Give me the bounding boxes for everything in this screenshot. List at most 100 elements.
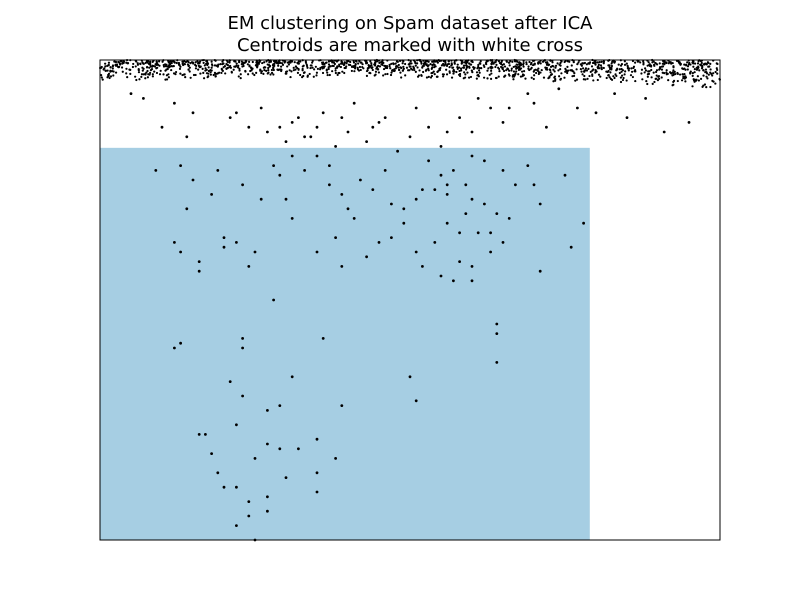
band-point [584, 67, 588, 70]
band-point [557, 69, 560, 72]
band-point [533, 69, 536, 72]
band-point [671, 61, 674, 65]
band-point [306, 74, 309, 77]
band-point [168, 65, 171, 68]
band-point [712, 72, 715, 75]
band-point [488, 73, 491, 76]
data-point [371, 125, 375, 129]
band-point [566, 69, 570, 72]
data-point [507, 106, 511, 110]
band-point [483, 76, 486, 79]
band-point [709, 85, 712, 89]
data-point [507, 217, 511, 220]
band-point [650, 76, 653, 79]
band-point [686, 65, 690, 68]
band-point [111, 64, 115, 67]
band-point [431, 63, 434, 67]
band-point [256, 66, 259, 69]
band-point [444, 63, 447, 66]
band-point [632, 66, 635, 70]
band-point [427, 64, 430, 67]
band-point [672, 69, 675, 72]
data-point [421, 265, 424, 268]
band-point [216, 64, 219, 67]
band-point [579, 67, 582, 71]
band-point [269, 73, 272, 76]
band-point [204, 69, 207, 72]
band-point [381, 61, 384, 65]
band-point [594, 63, 597, 66]
band-point [109, 69, 112, 72]
data-point [216, 471, 220, 475]
band-point [650, 64, 653, 67]
band-point [630, 70, 634, 73]
band-point [420, 62, 423, 65]
band-point [262, 72, 265, 75]
band-point [338, 71, 341, 75]
band-point [677, 61, 680, 64]
data-point [470, 130, 474, 134]
band-point [158, 73, 162, 76]
band-point [665, 69, 668, 72]
band-point [209, 73, 212, 76]
data-point [278, 404, 282, 407]
band-point [331, 64, 334, 68]
band-point [352, 61, 356, 64]
band-point [429, 63, 432, 66]
band-point [485, 63, 488, 66]
band-point [563, 76, 566, 79]
band-point [410, 67, 413, 70]
band-point [583, 70, 586, 73]
band-point [697, 79, 700, 82]
band-point [489, 77, 493, 80]
band-point [404, 62, 407, 66]
data-point [297, 447, 300, 451]
band-point [386, 72, 389, 76]
data-point [483, 159, 486, 163]
band-point [667, 62, 670, 65]
data-point [173, 241, 176, 244]
band-point [699, 63, 702, 66]
band-point [490, 69, 493, 72]
band-point [229, 66, 233, 69]
band-point [375, 67, 378, 70]
band-point [390, 69, 394, 72]
band-point [414, 64, 417, 67]
band-point [702, 69, 705, 72]
band-point [683, 75, 686, 79]
data-point [216, 169, 220, 172]
band-point [655, 70, 658, 74]
band-point [125, 67, 128, 70]
data-point [464, 212, 468, 216]
band-point [304, 61, 308, 64]
band-point [522, 65, 525, 68]
band-point [709, 62, 712, 65]
band-point [648, 70, 651, 73]
band-point [586, 77, 589, 80]
data-point [470, 279, 474, 283]
band-point [177, 61, 181, 65]
data-point [470, 197, 474, 201]
data-point [495, 332, 499, 335]
data-point [687, 121, 691, 124]
data-point [346, 130, 350, 134]
data-point [290, 154, 294, 158]
data-point [185, 135, 189, 139]
band-point [643, 71, 646, 74]
band-point [660, 76, 663, 79]
band-point [382, 74, 385, 77]
band-point [452, 69, 455, 72]
band-point [196, 60, 199, 63]
band-point [286, 65, 289, 68]
band-point [545, 68, 548, 71]
band-point [414, 70, 417, 73]
band-point [192, 73, 196, 77]
band-point [255, 63, 258, 66]
band-point [213, 64, 217, 67]
band-point [581, 67, 585, 70]
band-point [583, 61, 587, 65]
band-point [408, 69, 411, 72]
band-point [514, 72, 517, 75]
band-point [646, 73, 650, 76]
band-point [322, 61, 325, 64]
